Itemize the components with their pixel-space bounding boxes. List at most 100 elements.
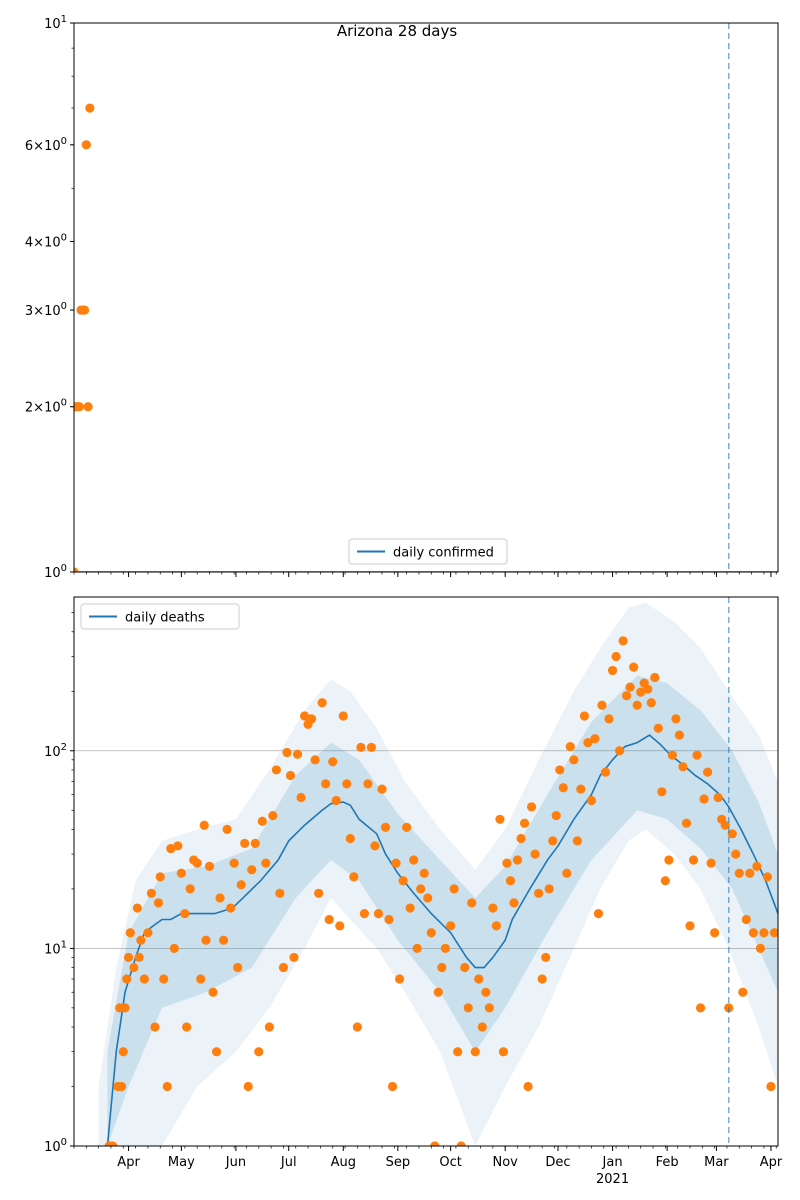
- data-point-10: [129, 962, 139, 973]
- data-point-74: [345, 833, 355, 844]
- data-point-58: [289, 952, 299, 963]
- data-point-108: [467, 898, 477, 908]
- data-point-76: [352, 1022, 362, 1032]
- legend-label: daily deaths: [125, 611, 205, 626]
- data-point-169: [681, 818, 692, 828]
- data-point-53: [271, 765, 281, 775]
- data-point-79: [363, 779, 373, 789]
- data-point-178: [713, 792, 723, 803]
- data-point-3: [74, 402, 84, 412]
- chart-title: Arizona 28 days: [337, 22, 458, 40]
- data-point-176: [706, 858, 716, 868]
- data-point-114: [488, 903, 498, 913]
- plot-area: [74, 103, 778, 572]
- data-point-8: [83, 402, 93, 412]
- data-point-131: [548, 836, 558, 846]
- data-point-132: [551, 810, 561, 821]
- data-point-156: [636, 687, 646, 697]
- data-point-21: [162, 1081, 172, 1092]
- data-point-182: [727, 829, 737, 839]
- data-point-111: [477, 1022, 487, 1032]
- data-point-188: [748, 928, 758, 938]
- data-point-124: [523, 1081, 533, 1092]
- data-point-143: [590, 734, 600, 744]
- data-point-164: [664, 855, 674, 865]
- data-point-40: [226, 903, 236, 913]
- data-point-190: [755, 943, 766, 953]
- data-point-47: [250, 838, 260, 848]
- data-point-189: [752, 861, 762, 871]
- data-point-125: [527, 802, 537, 812]
- data-point-49: [257, 816, 267, 826]
- y-tick-label-2: 3×100: [25, 301, 67, 319]
- y-tick-label-1: 2×100: [25, 398, 67, 416]
- data-point-186: [741, 914, 751, 925]
- data-point-51: [264, 1022, 274, 1032]
- data-point-106: [460, 962, 470, 973]
- data-point-81: [370, 841, 380, 851]
- data-point-48: [254, 1047, 264, 1057]
- data-point-141: [583, 737, 593, 748]
- data-point-129: [541, 952, 551, 963]
- data-point-113: [484, 1003, 494, 1013]
- data-point-75: [349, 872, 359, 882]
- data-point-57: [285, 770, 296, 781]
- data-point-78: [359, 908, 369, 919]
- data-point-137: [569, 755, 579, 765]
- data-point-151: [618, 636, 628, 646]
- data-point-102: [446, 921, 456, 931]
- data-point-121: [512, 855, 523, 865]
- legend-box: [348, 538, 508, 565]
- data-point-22: [166, 843, 176, 854]
- y-tick-label-0: 100: [44, 563, 67, 581]
- confidence-band-0: [98, 602, 778, 1146]
- data-point-104: [453, 1047, 463, 1057]
- data-point-8: [123, 952, 134, 963]
- data-point-103: [449, 884, 459, 894]
- data-point-170: [685, 921, 695, 931]
- x-tick-label-7: Nov: [493, 1155, 519, 1170]
- data-point-14: [139, 974, 149, 984]
- legend: daily deaths: [80, 603, 240, 630]
- data-point-154: [629, 662, 639, 672]
- x-tick-label-3: Jul: [280, 1155, 297, 1170]
- data-point-171: [688, 855, 699, 865]
- y-tick-label-4: 6×100: [25, 136, 67, 154]
- data-point-153: [625, 682, 635, 692]
- data-point-134: [558, 783, 568, 793]
- data-point-18: [153, 898, 164, 908]
- data-point-73: [342, 779, 352, 789]
- data-point-127: [534, 888, 544, 898]
- data-point-140: [579, 711, 590, 721]
- data-point-105: [456, 1141, 466, 1146]
- plot-area: [98, 602, 778, 1146]
- data-point-91: [405, 903, 415, 913]
- data-point-61: [299, 711, 310, 721]
- data-point-36: [211, 1047, 222, 1057]
- data-point-35: [208, 987, 218, 997]
- data-point-92: [409, 855, 419, 865]
- data-point-32: [199, 820, 209, 830]
- data-point-160: [650, 672, 660, 683]
- data-point-9: [125, 928, 135, 938]
- data-point-142: [586, 795, 597, 806]
- data-point-146: [600, 767, 611, 777]
- y-tick-label-1: 101: [44, 939, 67, 957]
- data-point-83: [377, 784, 387, 794]
- data-point-107: [463, 1003, 473, 1013]
- data-point-96: [423, 893, 433, 903]
- data-point-165: [667, 750, 678, 760]
- data-point-26: [180, 908, 190, 919]
- data-point-185: [738, 987, 748, 997]
- data-point-130: [544, 884, 554, 894]
- x-tick-label-0: Apr: [117, 1155, 140, 1170]
- data-point-41: [229, 858, 239, 868]
- data-point-193: [766, 1081, 776, 1092]
- data-point-95: [419, 868, 429, 878]
- data-point-70: [331, 795, 341, 806]
- x-tick-label-11: Mar: [704, 1155, 729, 1170]
- data-point-24: [173, 841, 183, 851]
- data-point-172: [692, 750, 702, 760]
- data-point-69: [328, 757, 338, 767]
- data-point-109: [470, 1047, 480, 1057]
